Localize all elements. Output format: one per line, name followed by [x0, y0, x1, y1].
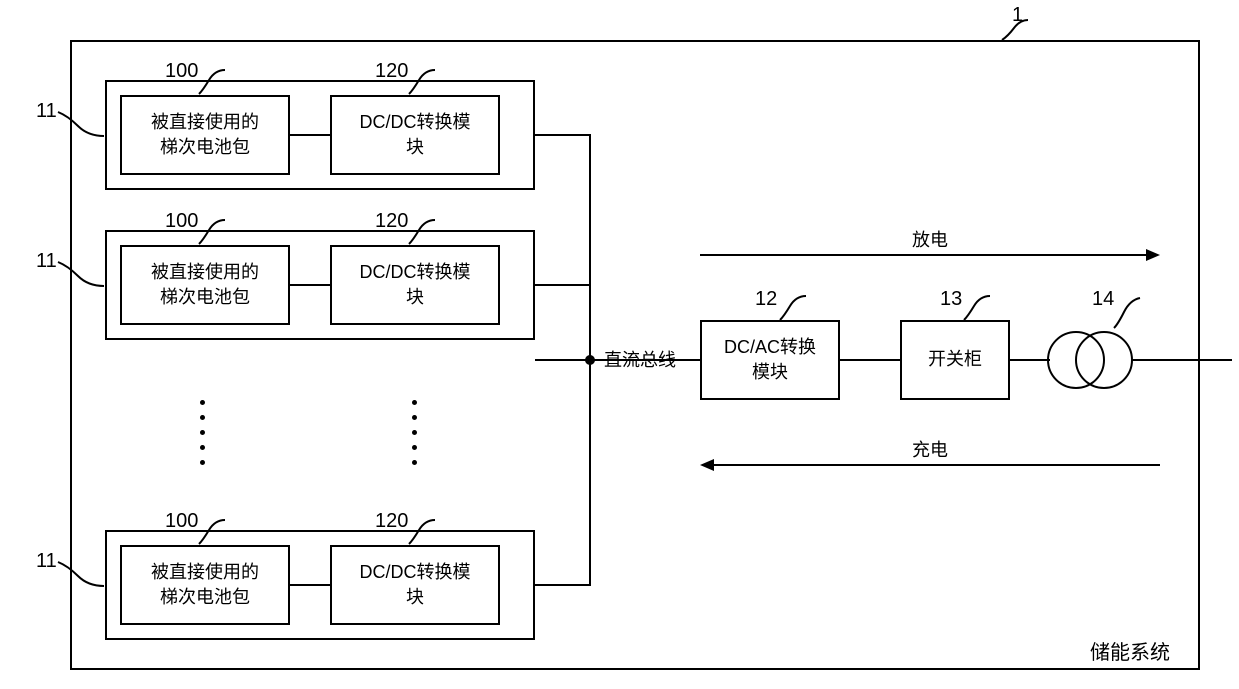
ref-battery: 100 [165, 60, 198, 83]
battery-box: 被直接使用的 梯次电池包 [120, 95, 290, 175]
ref-hook [407, 518, 437, 546]
discharge-arrow [700, 254, 1148, 256]
wire [290, 284, 330, 286]
switch-label: 开关柜 [928, 347, 982, 372]
dcdc-box: DC/DC转换模 块 [330, 545, 500, 625]
ref-dcdc: 120 [375, 510, 408, 533]
battery-box: 被直接使用的 梯次电池包 [120, 245, 290, 325]
arrow-head-icon [1146, 249, 1160, 261]
ref-hook [197, 218, 227, 246]
ref-group: 11 [36, 550, 57, 573]
ref-group: 11 [36, 100, 57, 123]
charge-arrow [714, 464, 1160, 466]
ref-switch: 13 [940, 288, 962, 311]
ref-hook [56, 560, 106, 590]
wire [290, 134, 330, 136]
ref-hook [407, 218, 437, 246]
dcdc-label: DC/DC转换模 块 [360, 560, 471, 610]
dcac-label: DC/AC转换 模块 [724, 335, 816, 385]
ellipsis-dots [412, 400, 417, 465]
ref-battery: 100 [165, 210, 198, 233]
switch-box: 开关柜 [900, 320, 1010, 400]
dcdc-box: DC/DC转换模 块 [330, 95, 500, 175]
wire [1132, 359, 1232, 361]
dcac-box: DC/AC转换 模块 [700, 320, 840, 400]
ref-dcdc: 120 [375, 60, 408, 83]
ref-dcac: 12 [755, 288, 777, 311]
ref-hook [56, 260, 106, 290]
ref-hook [56, 110, 106, 140]
ref-transformer: 14 [1092, 288, 1114, 311]
ref-hook [962, 294, 992, 322]
dcdc-label: DC/DC转换模 块 [360, 260, 471, 310]
ref-group: 11 [36, 250, 57, 273]
ref-battery: 100 [165, 510, 198, 533]
ref-hook [197, 68, 227, 96]
wire [535, 134, 590, 136]
ellipsis-dots [200, 400, 205, 465]
system-title: 储能系统 [1090, 636, 1170, 665]
wire [590, 359, 700, 361]
wire [535, 584, 590, 586]
ref-hook-system [1000, 18, 1040, 42]
battery-box: 被直接使用的 梯次电池包 [120, 545, 290, 625]
discharge-label: 放电 [912, 226, 948, 252]
wire [535, 359, 590, 361]
arrow-head-icon [700, 459, 714, 471]
dcdc-label: DC/DC转换模 块 [360, 110, 471, 160]
battery-label: 被直接使用的 梯次电池包 [151, 560, 259, 610]
charge-label: 充电 [912, 436, 948, 462]
ref-hook [407, 68, 437, 96]
ref-hook [778, 294, 808, 322]
ref-hook [197, 518, 227, 546]
transformer-icon [1044, 324, 1136, 396]
wire [290, 584, 330, 586]
wire [535, 284, 590, 286]
battery-label: 被直接使用的 梯次电池包 [151, 110, 259, 160]
ref-dcdc: 120 [375, 210, 408, 233]
dcdc-box: DC/DC转换模 块 [330, 245, 500, 325]
wire [840, 359, 900, 361]
ref-hook [1112, 296, 1142, 330]
battery-label: 被直接使用的 梯次电池包 [151, 260, 259, 310]
